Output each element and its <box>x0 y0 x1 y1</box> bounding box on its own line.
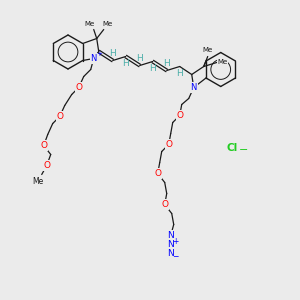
Text: −: − <box>172 252 179 261</box>
Text: H: H <box>176 69 183 78</box>
Text: Me: Me <box>85 22 95 28</box>
Text: Me: Me <box>103 22 113 28</box>
Text: H: H <box>122 59 129 68</box>
Text: N: N <box>167 249 174 258</box>
Text: −: − <box>239 145 249 155</box>
Text: N: N <box>167 240 174 249</box>
Text: N: N <box>91 54 97 63</box>
Text: +: + <box>96 52 102 58</box>
Text: N: N <box>190 83 197 92</box>
Text: Me: Me <box>218 58 228 64</box>
Text: H: H <box>163 59 170 68</box>
Text: O: O <box>176 111 183 120</box>
Text: Cl: Cl <box>226 143 238 153</box>
Text: +: + <box>172 237 179 246</box>
Text: N: N <box>167 231 174 240</box>
Text: O: O <box>75 83 82 92</box>
Text: O: O <box>161 200 168 209</box>
Text: O: O <box>154 169 161 178</box>
Text: H: H <box>109 49 116 58</box>
Text: O: O <box>40 141 47 150</box>
Text: Me: Me <box>202 47 213 53</box>
Text: O: O <box>165 140 172 149</box>
Text: Me: Me <box>32 177 43 186</box>
Text: H: H <box>136 54 143 63</box>
Text: O: O <box>56 112 63 121</box>
Text: H: H <box>149 64 156 73</box>
Text: O: O <box>43 161 50 170</box>
